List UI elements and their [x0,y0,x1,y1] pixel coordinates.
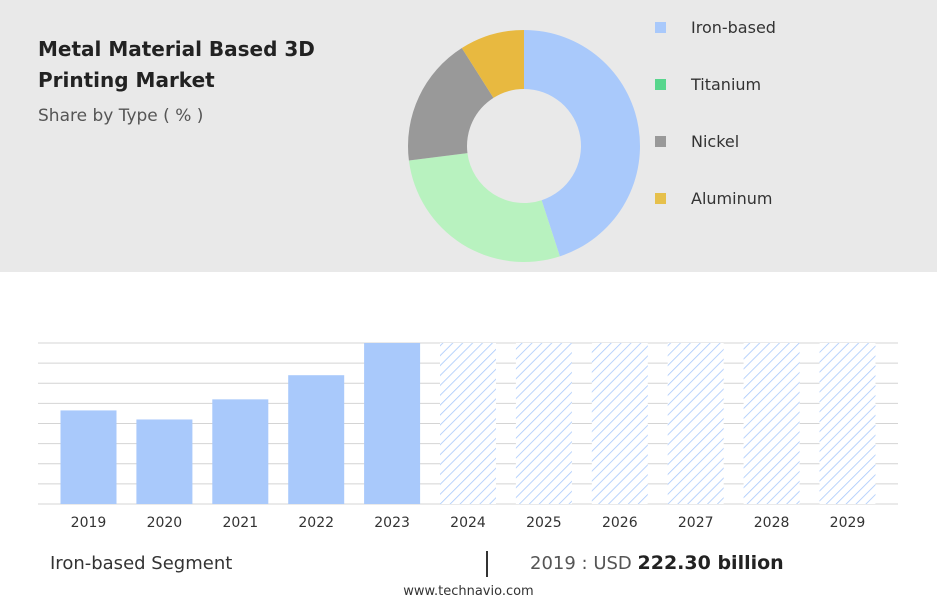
donut-slice-aluminum [461,30,524,98]
x-tick-label: 2027 [678,515,714,531]
x-tick-label: 2021 [222,515,258,531]
x-tick-label: 2026 [602,515,638,531]
x-tick-label: 2022 [298,515,334,531]
segment-label: Iron-based Segment [50,553,233,574]
legend-item-iron-based: Iron-based [655,16,776,38]
bar-chart: 2019 2020 2021 2022 2023 2024 2025 2026 2027 2028… [38,342,898,531]
legend-item-titanium: Titanium [655,73,776,95]
forecast-bar-2025 [515,343,572,504]
legend-label: Aluminum [691,188,773,208]
divider [486,551,488,577]
x-tick-label: 2024 [450,515,486,531]
legend-swatch [655,135,666,147]
legend-swatch [655,192,666,204]
bar-2021 [212,399,269,504]
legend-item-aluminum: Aluminum [655,187,776,209]
donut-slice-nickel [408,48,494,161]
x-tick-label: 2025 [526,515,562,531]
x-tick-label: 2028 [754,515,790,531]
legend-label: Iron-based [691,17,776,37]
segment-value: 2019 : USD 222.30 billion [530,552,784,574]
legend-label: Titanium [691,74,762,94]
x-tick-label: 2020 [147,515,183,531]
bar-2022 [288,375,345,504]
value-prefix: 2019 : USD [530,553,632,574]
donut-slice-titanium [408,153,560,262]
summary-panel: Metal Material Based 3D Printing Market … [0,0,937,272]
x-tick-label: 2023 [374,515,410,531]
chart-subtitle: Share by Type ( % ) [38,106,204,126]
donut-chart [408,30,640,262]
x-tick-label: 2029 [830,515,866,531]
forecast-bar-2028 [743,343,800,504]
legend-label: Nickel [691,131,740,151]
value-amount: 222.30 billion [637,552,784,574]
bar-2020 [136,419,193,504]
forecast-bar-2026 [591,343,648,504]
donut-slice-iron-based [524,30,640,257]
legend-swatch [655,78,666,90]
x-tick-label: 2019 [71,515,107,531]
forecast-bar-2024 [440,343,496,504]
legend-swatch [655,21,666,33]
website-link[interactable]: www.technavio.com [403,584,534,599]
forecast-bar-2027 [667,343,724,504]
legend: Iron-based Titanium Nickel Aluminum [655,16,776,244]
bar-2019 [60,410,117,504]
forecast-bar-2029 [819,343,876,504]
legend-item-nickel: Nickel [655,130,776,152]
bar-2023 [364,343,421,504]
chart-title: Metal Material Based 3D Printing Market [38,37,315,92]
